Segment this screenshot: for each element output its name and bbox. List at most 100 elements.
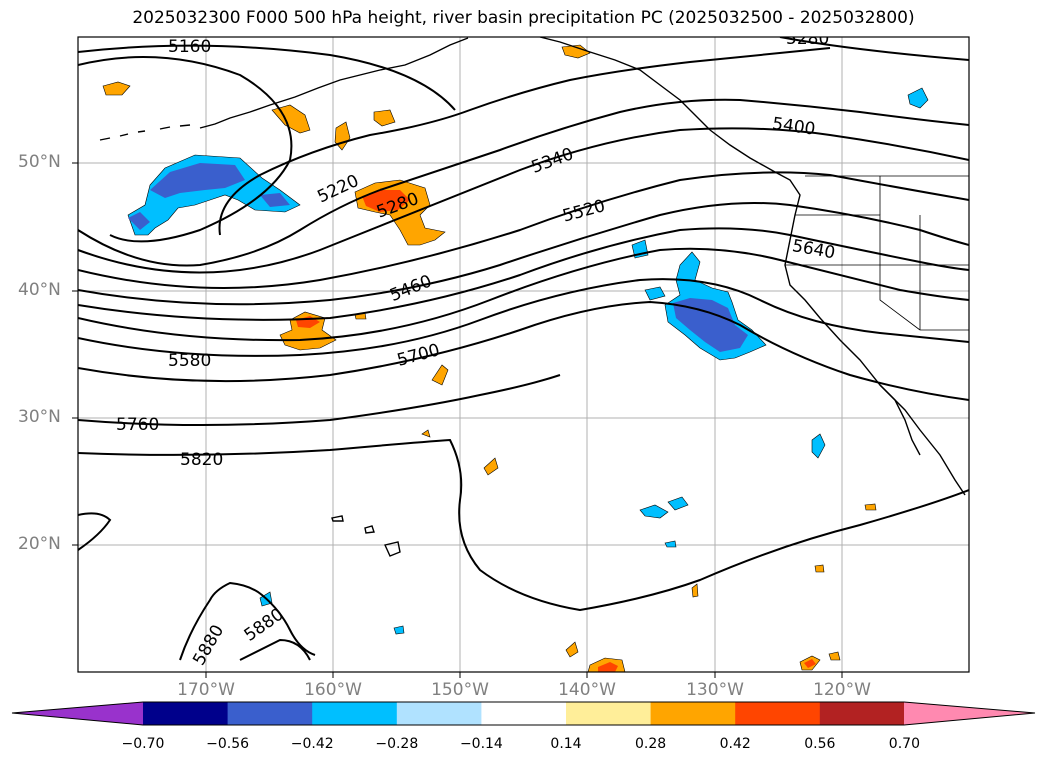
- colorbar-tick-label: 0.14: [550, 736, 582, 752]
- colorbar-segment: [481, 702, 567, 725]
- contour-label: 5580: [168, 351, 211, 371]
- precip-negative-aleutian-core: [150, 163, 245, 198]
- colorbar-tick-label: −0.70: [121, 736, 165, 752]
- colorbar-segment: [143, 702, 229, 725]
- precip-positive-south-6: [864, 503, 877, 511]
- contour-5520: [78, 227, 969, 321]
- colorbar-segment: [650, 702, 736, 725]
- coastline-pacific-northwest: [709, 129, 966, 496]
- lat-label-20n: 20°N: [18, 534, 61, 554]
- contour-5160-top: [78, 44, 456, 111]
- precip-positive-center-2: [483, 457, 499, 476]
- contour-label: 5520: [560, 196, 607, 227]
- contour-5340: [78, 127, 969, 274]
- lon-label-170w: 170°W: [177, 680, 235, 700]
- contour-label: 5700: [395, 340, 442, 371]
- precip-negative-south-2: [667, 496, 689, 511]
- contour-label: 5220: [314, 171, 362, 207]
- precip-positive-north-1: [271, 104, 311, 134]
- colorbar-tick-label: 0.42: [719, 736, 751, 752]
- colorbar-segment: [312, 702, 398, 725]
- political-borders: [785, 175, 969, 331]
- coastline-alaska-gulf: [539, 37, 711, 131]
- colorbar-tick-label: −0.56: [206, 736, 250, 752]
- colorbar-tick-label: 0.28: [635, 736, 667, 752]
- precip-positive-north-4: [102, 81, 131, 96]
- contour-label: 5880: [189, 622, 228, 669]
- precip-negative-small-3: [664, 540, 677, 548]
- colorbar-segment: [735, 702, 821, 725]
- lon-label-150w: 150°W: [431, 680, 489, 700]
- precip-negative-aleutian-core-2: [128, 212, 150, 230]
- precip-positive-south-5: [814, 564, 825, 573]
- lat-label-30n: 30°N: [18, 407, 61, 427]
- colorbar-tick-label: 0.70: [888, 736, 920, 752]
- lon-label-130w: 130°W: [686, 680, 744, 700]
- contour-label: 5820: [180, 450, 223, 470]
- height-contours: [78, 37, 969, 661]
- coastline-baja: [879, 384, 921, 456]
- precip-negative-island: [811, 433, 826, 459]
- precip-positive-south-1: [565, 641, 579, 658]
- contour-5880-1: [179, 581, 316, 661]
- colorbar-extend-min: [12, 702, 143, 725]
- contour-5640: [78, 278, 969, 357]
- colorbar-outline: [11, 701, 1036, 726]
- contour-5460: [78, 202, 969, 306]
- contour-label: 5280: [786, 29, 829, 49]
- precip-positive-south-4: [828, 651, 841, 661]
- lon-label-120w: 120°W: [813, 680, 871, 700]
- contour-5700: [78, 300, 969, 401]
- precip-positive-dot-1: [421, 429, 431, 438]
- map-canvas: 5160 5220 5280 5280 5340 5400 5460 5520 …: [72, 29, 970, 678]
- border-idaho: [879, 176, 921, 330]
- lat-label-40n: 40°N: [18, 280, 61, 300]
- precip-negative-south: [639, 504, 669, 519]
- colorbar-tick-label: −0.28: [375, 736, 419, 752]
- contour-5220-loop: [78, 189, 381, 267]
- contour-5280-east: [779, 37, 969, 61]
- coastline-hawaii-big: [384, 541, 401, 557]
- precip-positive-south-3-core: [804, 659, 816, 668]
- colorbar-segment: [819, 702, 905, 725]
- contour-5220-closed: [218, 47, 831, 236]
- contour-5760: [78, 374, 561, 426]
- precip-positive-south-7: [691, 583, 699, 598]
- contour-5880-2: [78, 512, 112, 551]
- border-nv-ca: [879, 265, 921, 331]
- coastline-alaska-aleutian: [199, 37, 469, 129]
- colorbar-segment: [396, 702, 482, 725]
- contour-5400: [78, 171, 969, 289]
- precip-positive-center: [431, 364, 449, 386]
- lon-label-140w: 140°W: [558, 680, 616, 700]
- contour-5820: [78, 438, 969, 612]
- precip-positive-gulf-core: [362, 190, 410, 212]
- precip-positive-north-5: [561, 44, 591, 59]
- precip-positive-north-2: [334, 121, 351, 151]
- axis-ticks: [72, 162, 843, 678]
- colorbar-extend-max: [904, 702, 1035, 725]
- colorbar-tick-label: −0.14: [459, 736, 503, 752]
- contour-5280: [379, 98, 969, 191]
- precip-negative-south-3: [393, 625, 405, 635]
- precip-positive-south-2-core: [598, 662, 618, 672]
- colorbar-tick-label: −0.42: [290, 736, 334, 752]
- lat-label-50n: 50°N: [18, 152, 61, 172]
- contour-label: 5640: [791, 236, 837, 263]
- colorbar-tick-label: 0.56: [804, 736, 836, 752]
- contour-5160-closed: [78, 56, 293, 243]
- coastlines: [99, 37, 966, 557]
- contour-label: 5400: [771, 114, 817, 140]
- precip-positive-north-3: [373, 109, 396, 127]
- contour-label: 5340: [529, 144, 576, 178]
- precip-negative-pacific-core: [673, 298, 748, 352]
- lon-label-160w: 160°W: [304, 680, 362, 700]
- precip-negative-pacific-small: [644, 286, 666, 301]
- colorbar: [11, 701, 1036, 726]
- precip-negative-aleutian-core-3: [260, 193, 290, 207]
- coastline-hawaii-oahu: [331, 515, 344, 522]
- colorbar-segment: [566, 702, 652, 725]
- coastline-hawaii-maui: [364, 525, 375, 534]
- contour-5580: [78, 247, 969, 342]
- contour-5880-3: [239, 638, 311, 661]
